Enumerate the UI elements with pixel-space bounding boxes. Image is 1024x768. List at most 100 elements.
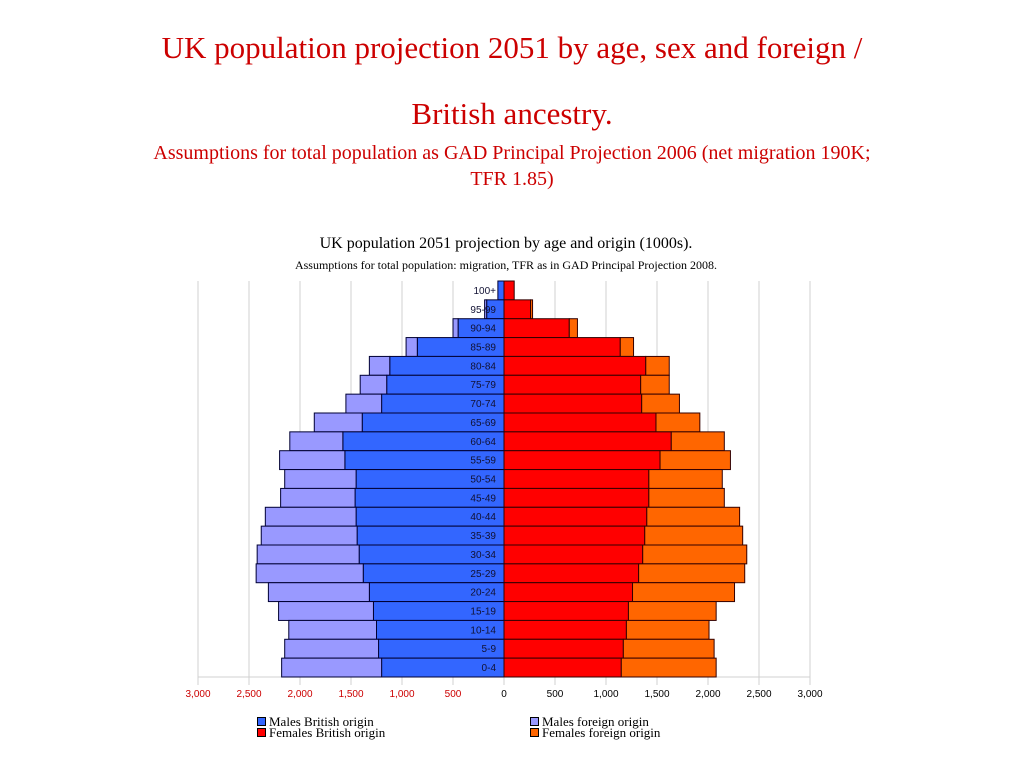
bar-males-foreign: [284, 638, 380, 659]
bar-females-foreign: [568, 318, 578, 339]
age-label: 30-34: [470, 550, 496, 561]
bar-males-foreign: [368, 355, 391, 376]
age-label: 50-54: [470, 475, 496, 486]
bar-males-foreign: [284, 469, 357, 489]
legend-item-males-british: Males British origin: [257, 714, 385, 729]
age-label: 85-89: [470, 343, 496, 354]
bar-females-foreign: [638, 563, 746, 584]
bar-females-british: [503, 393, 643, 414]
legend-item-females-british: Females British origin: [257, 726, 385, 739]
x-tick-label: 3,000: [185, 689, 210, 700]
x-tick-label: 2,000: [695, 689, 720, 700]
bar-males-foreign: [281, 657, 383, 678]
x-tick-label: 2,500: [746, 689, 771, 700]
bar-females-foreign: [632, 582, 736, 603]
legend-swatch-females-foreign: [530, 728, 539, 737]
bar-females-british: [503, 657, 622, 678]
bar-females-british: [503, 450, 661, 471]
x-tick-label: 2,000: [287, 689, 312, 700]
bar-females-foreign: [641, 393, 680, 414]
legend-item-females-foreign: Females foreign origin: [530, 725, 661, 740]
bar-females-british: [503, 525, 646, 546]
bar-females-british: [503, 280, 515, 301]
bar-males-foreign: [264, 506, 357, 527]
bar-females-british: [503, 337, 621, 357]
slide-subtitle-line-2: TFR 1.85): [470, 168, 554, 190]
age-label: 100+: [473, 286, 496, 297]
bars: [255, 280, 748, 678]
bar-females-foreign: [642, 544, 748, 565]
bar-females-foreign: [648, 469, 723, 489]
bar-males-british: [497, 280, 505, 301]
age-label: 55-59: [470, 456, 496, 467]
bar-females-british: [503, 544, 644, 565]
age-label: 80-84: [470, 361, 496, 372]
age-label: 65-69: [470, 418, 496, 429]
age-label: 20-24: [470, 588, 496, 599]
bar-females-british: [503, 299, 532, 320]
x-tick-label: 1,000: [593, 689, 618, 700]
legend-item-males-foreign: Males foreign origin: [530, 715, 660, 728]
bar-males-foreign: [405, 337, 418, 357]
legend-label: Females foreign origin: [542, 725, 661, 740]
bar-females-british: [503, 638, 624, 659]
bar-females-foreign: [530, 299, 534, 320]
bar-females-british: [503, 506, 648, 527]
chart-title: UK population 2051 projection by age and…: [319, 235, 693, 252]
legend-swatch-males-foreign: [530, 717, 539, 726]
bar-females-british: [503, 487, 650, 508]
bar-males-foreign: [345, 393, 383, 414]
bar-males-foreign: [278, 601, 374, 621]
chart-subtitle: Assumptions for total population: migrat…: [294, 258, 718, 272]
bar-females-foreign: [640, 374, 670, 395]
x-tick-label: 500: [547, 689, 564, 700]
bar-males-foreign: [260, 525, 358, 546]
bar-females-foreign: [646, 506, 741, 527]
bar-males-foreign: [452, 318, 459, 339]
bar-females-foreign: [644, 525, 744, 546]
x-tick-label: 2,500: [236, 689, 261, 700]
age-labels: 100+ 95-99 90-94 85-89 80-84 75-79 70-74 65-69 6…: [470, 286, 496, 674]
bar-females-foreign: [645, 355, 670, 376]
bar-males-foreign: [279, 450, 346, 471]
bar-females-foreign: [648, 487, 725, 508]
bar-females-british: [503, 469, 650, 489]
slide-subtitle-line-1: Assumptions for total population as GAD …: [153, 142, 871, 164]
legend-swatch-males-british: [257, 717, 266, 726]
bar-females-foreign: [659, 450, 731, 471]
bar-females-british: [503, 582, 634, 603]
x-axis-tick-labels: 3,000 2,500 2,000 1,500 1,000 500 0 500 1,000 1,5…: [185, 689, 822, 700]
bar-females-british: [503, 563, 640, 584]
legend-label: Males British origin: [269, 714, 374, 729]
bar-males-foreign: [288, 619, 377, 640]
bar-males-foreign: [256, 544, 360, 565]
age-label: 25-29: [470, 569, 496, 580]
slide-title-line-2: British ancestry.: [411, 96, 613, 131]
bar-females-british: [503, 355, 647, 376]
age-label: 35-39: [470, 531, 496, 542]
bar-females-british: [503, 318, 570, 339]
bar-females-british: [503, 601, 629, 621]
age-label: 40-44: [470, 512, 496, 523]
bar-females-british: [503, 619, 627, 640]
bar-females-british: [503, 374, 642, 395]
age-label: 75-79: [470, 380, 496, 391]
x-tick-label: 3,000: [797, 689, 822, 700]
bar-males-foreign: [267, 582, 370, 603]
bar-females-foreign: [619, 337, 635, 357]
age-label: 45-49: [470, 493, 496, 504]
bar-females-foreign: [625, 619, 710, 640]
bar-males-foreign: [255, 563, 364, 584]
bar-males-foreign: [359, 374, 388, 395]
x-tick-label: 1,500: [338, 689, 363, 700]
bar-females-british: [503, 431, 672, 452]
slide-title-line-1: UK population projection 2051 by age, se…: [161, 30, 863, 65]
legend-swatch-females-british: [257, 728, 266, 737]
bar-females-british: [503, 412, 657, 433]
legend-right: Males foreign origin Females foreign ori…: [530, 715, 661, 740]
age-label: 95-99: [470, 305, 496, 316]
bar-males-foreign: [289, 431, 344, 452]
age-label: 60-64: [470, 437, 496, 448]
x-tick-label: 1,000: [389, 689, 414, 700]
